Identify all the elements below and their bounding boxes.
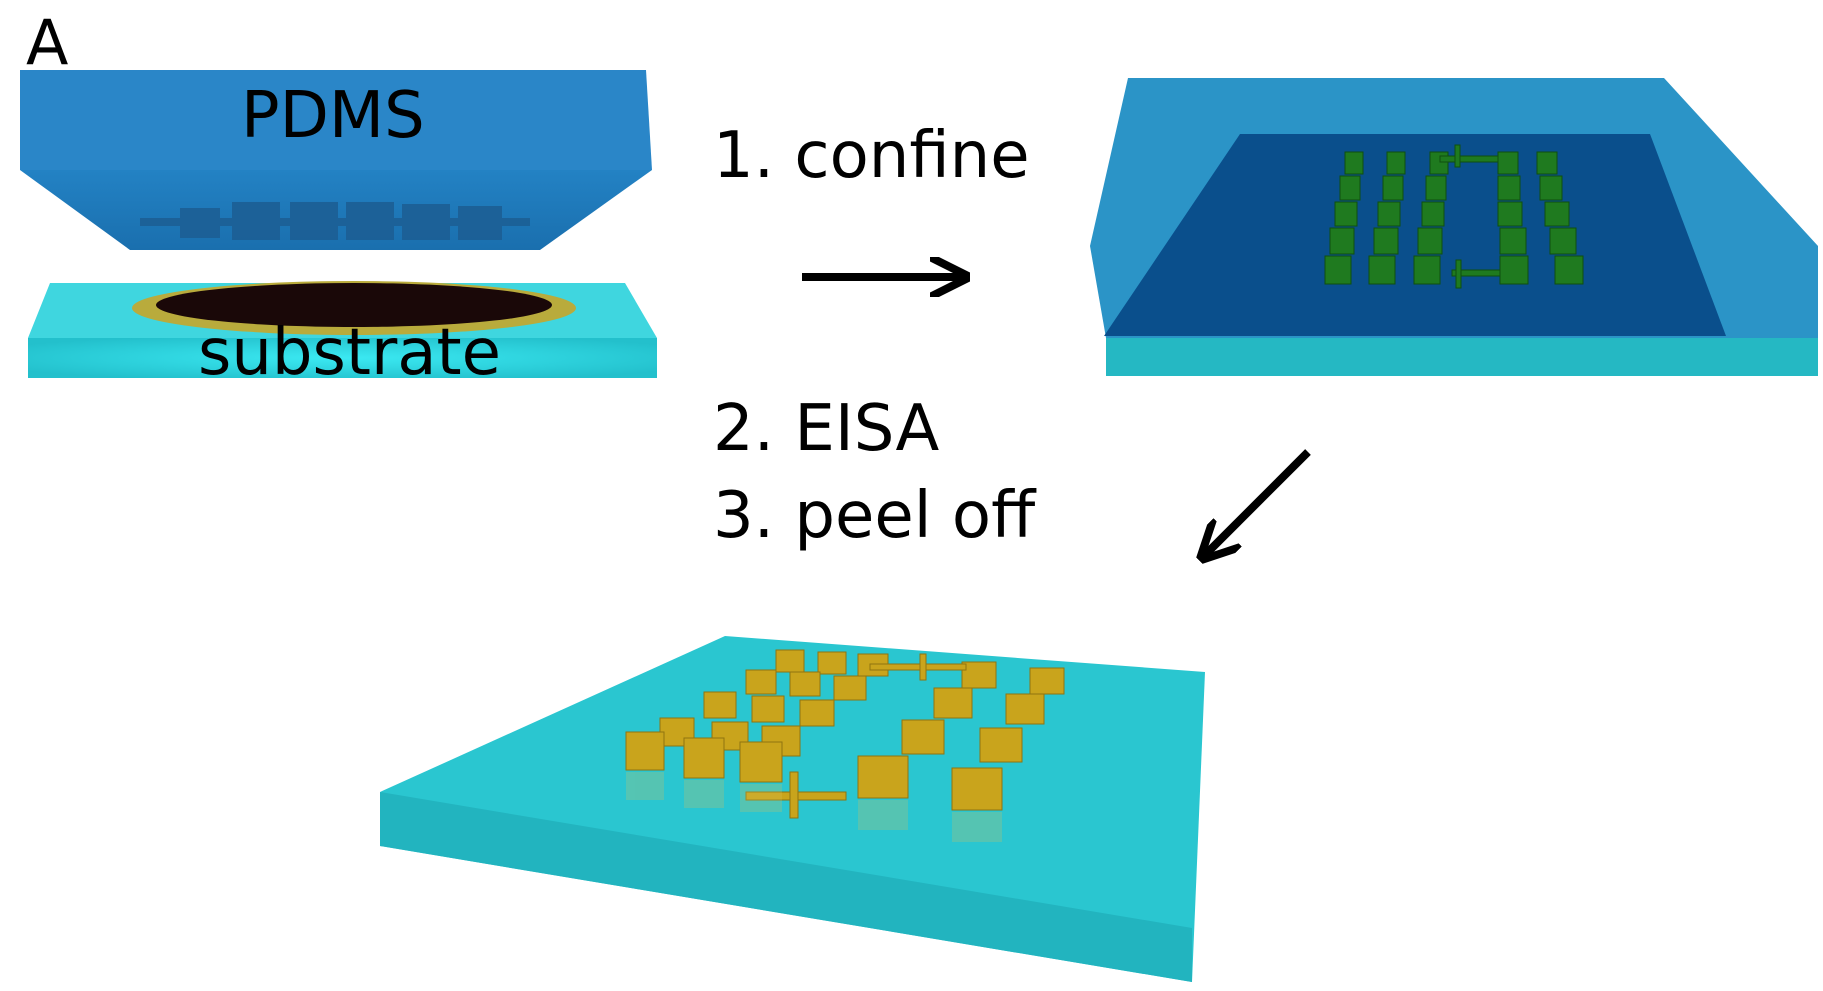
step-eisa-label: 2. EISA bbox=[713, 392, 940, 466]
arrow-eisa-peel bbox=[1205, 449, 1311, 555]
stamp-relief bbox=[140, 202, 530, 240]
confined-assembly bbox=[1090, 78, 1818, 376]
solution-droplet bbox=[156, 283, 552, 327]
green-pillar-array bbox=[1324, 144, 1584, 289]
step-peel-off-label: 3. peel off bbox=[713, 479, 1036, 553]
gold-pillar-array bbox=[625, 649, 1065, 819]
step-confine-label: 1. confine bbox=[713, 119, 1030, 193]
substrate-label: substrate bbox=[198, 316, 501, 390]
substrate-block bbox=[28, 281, 657, 378]
gold-reflections bbox=[626, 772, 1002, 842]
panel-label: A bbox=[26, 6, 69, 79]
pdms-stamp bbox=[20, 70, 652, 250]
pdms-label: PDMS bbox=[241, 79, 425, 153]
